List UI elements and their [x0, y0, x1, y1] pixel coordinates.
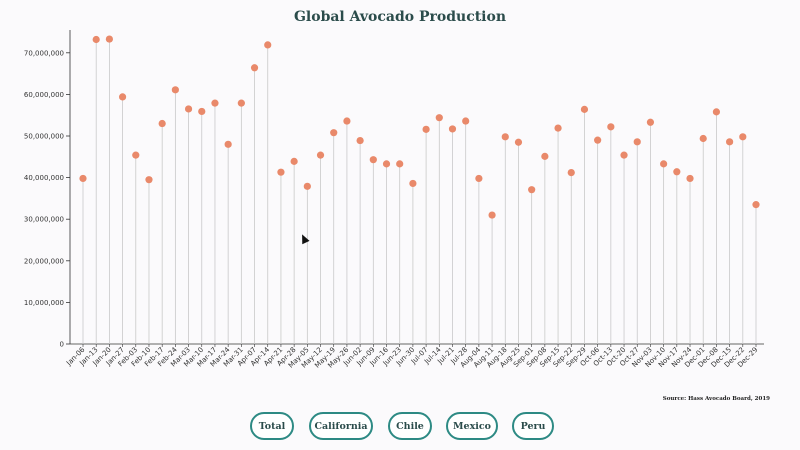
y-tick-label: 10,000,000	[24, 299, 64, 307]
y-tick-label: 0	[60, 341, 64, 349]
chart-area: 0 10,000,000 20,000,000 30,000,000 40,000,00…	[24, 30, 764, 370]
data-point	[528, 186, 536, 194]
mexico-button[interactable]: Mexico	[446, 412, 498, 440]
data-point	[462, 117, 470, 125]
y-tick-label: 70,000,000	[24, 49, 64, 57]
data-point	[501, 133, 509, 141]
data-point	[79, 174, 87, 183]
data-point	[105, 35, 113, 43]
data-point	[303, 182, 311, 190]
data-point	[184, 105, 193, 113]
y-tick-label: 30,000,000	[24, 216, 64, 224]
chart-marks	[79, 35, 760, 344]
data-point	[290, 157, 298, 165]
data-point	[514, 138, 523, 146]
data-point	[660, 160, 668, 168]
data-point	[554, 124, 562, 132]
chart-title: Global Avocado Production	[293, 9, 507, 25]
data-point	[607, 123, 615, 131]
data-point	[264, 41, 272, 49]
filter-buttons: Total California Chile Mexico Peru	[0, 412, 800, 440]
source-note: Source: Hass Avocado Board, 2019	[662, 396, 770, 402]
data-point	[145, 176, 153, 184]
data-point	[316, 151, 325, 159]
data-point	[699, 134, 707, 143]
y-tick-label: 40,000,000	[24, 174, 64, 182]
data-point	[448, 125, 457, 133]
data-point	[620, 151, 628, 159]
data-point	[158, 119, 166, 128]
data-point	[646, 118, 655, 126]
data-point	[594, 136, 602, 144]
data-point	[396, 160, 404, 168]
data-point	[343, 117, 351, 125]
data-point	[171, 86, 179, 94]
data-point	[92, 35, 100, 44]
data-point	[633, 138, 641, 146]
data-point	[673, 168, 681, 176]
chile-button[interactable]: Chile	[388, 412, 432, 440]
data-point	[567, 169, 575, 177]
data-point	[712, 108, 721, 116]
data-point	[237, 99, 245, 107]
data-point	[488, 211, 496, 219]
y-tick-label: 50,000,000	[24, 133, 64, 141]
data-point	[475, 174, 483, 183]
data-point	[382, 160, 391, 168]
data-point	[198, 107, 206, 116]
total-button[interactable]: Total	[250, 412, 294, 440]
peru-button[interactable]: Peru	[512, 412, 554, 440]
data-point	[726, 138, 734, 146]
x-axis: Jan-06Jan-13Jan-20Jan-27Feb-03Feb-10Feb-…	[64, 343, 764, 370]
data-point	[330, 129, 338, 137]
data-point	[250, 64, 259, 72]
data-point	[211, 99, 219, 107]
data-point	[118, 93, 127, 101]
data-point	[435, 114, 443, 122]
data-point	[739, 133, 747, 141]
data-point	[277, 168, 285, 176]
data-point	[132, 151, 140, 159]
data-point	[369, 156, 377, 164]
data-point	[356, 136, 364, 145]
data-point	[686, 174, 694, 183]
y-tick-label: 60,000,000	[24, 91, 64, 99]
data-point	[541, 152, 549, 160]
california-button[interactable]: California	[309, 412, 373, 440]
y-tick-label: 20,000,000	[24, 257, 64, 265]
data-point	[580, 105, 589, 113]
data-point	[752, 201, 760, 209]
data-point	[224, 140, 232, 148]
y-axis: 0 10,000,000 20,000,000 30,000,000 40,000,00…	[24, 30, 71, 349]
data-point	[409, 179, 417, 188]
data-point	[422, 125, 430, 133]
